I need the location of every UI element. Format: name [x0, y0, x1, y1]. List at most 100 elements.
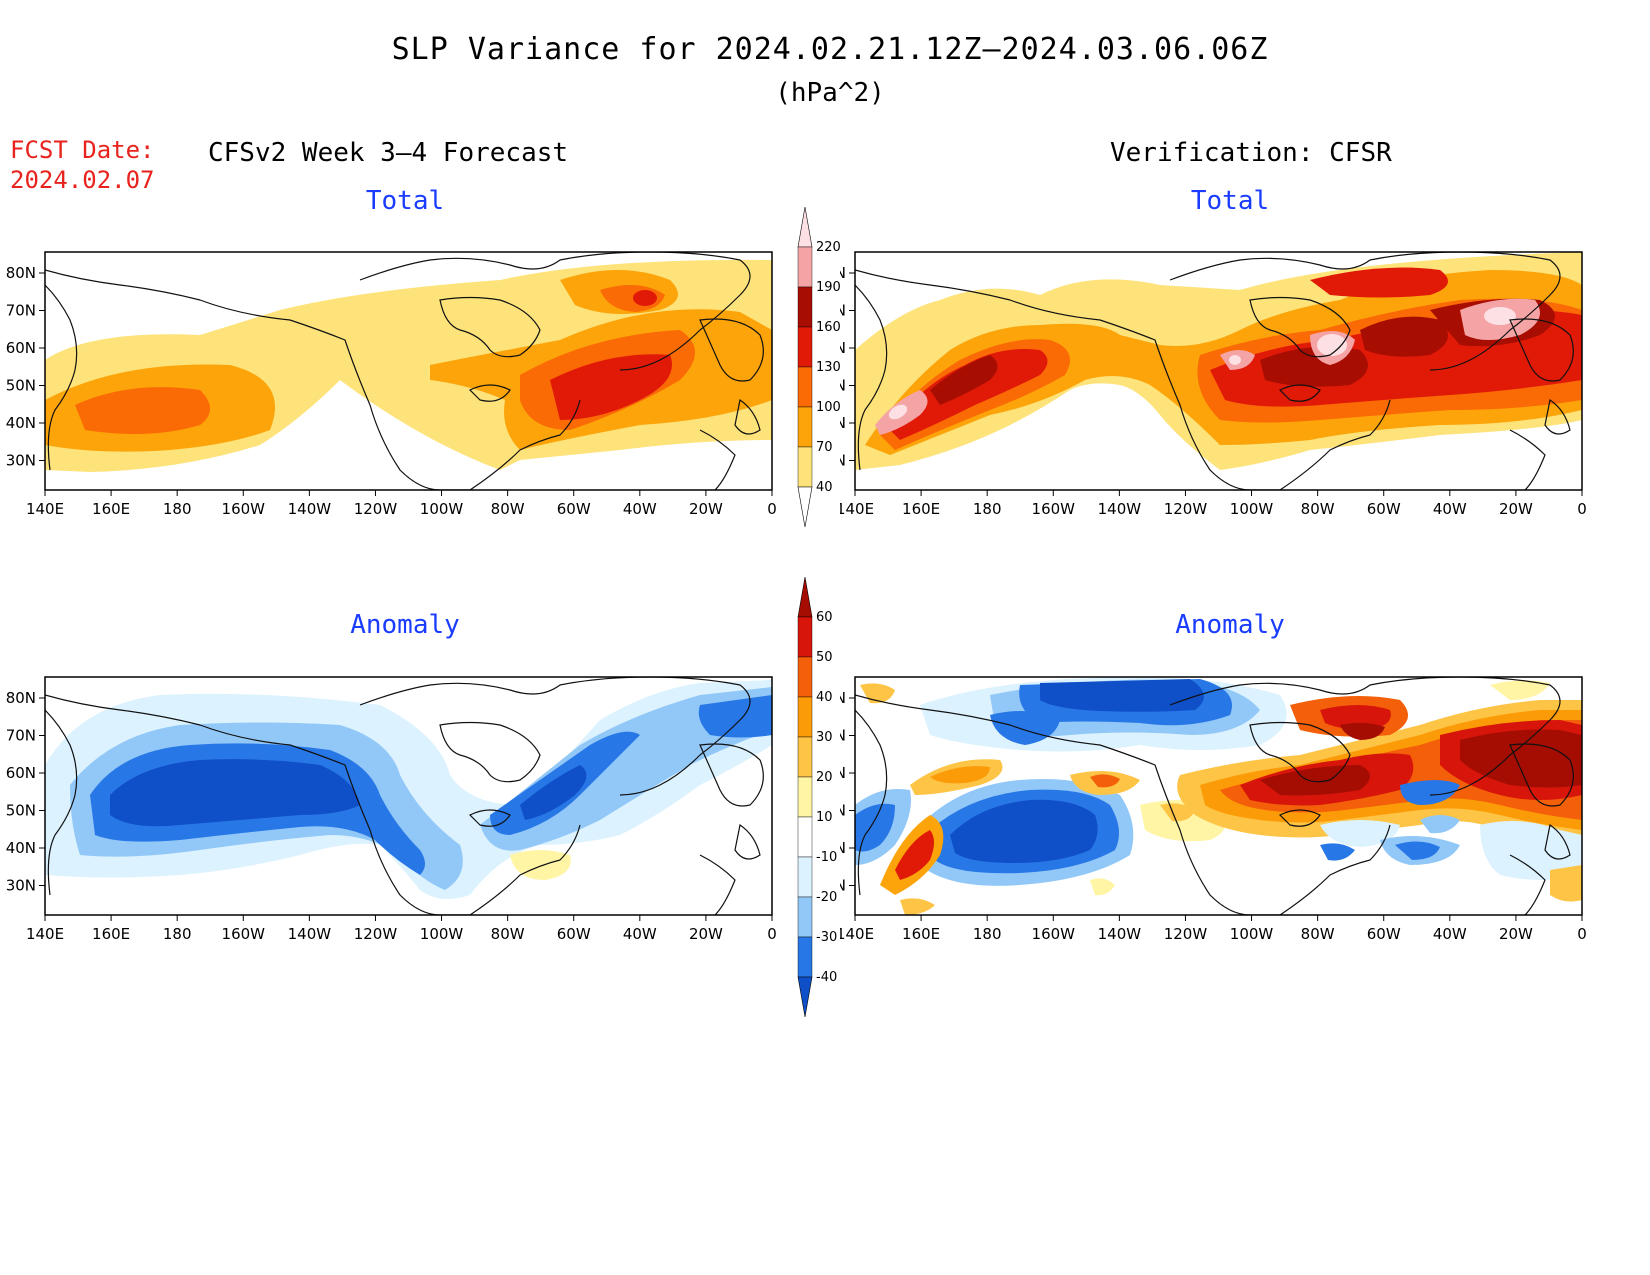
fcst-total-subtitle: Total	[365, 186, 445, 216]
fcst-anom-lat-label: 30N	[6, 877, 36, 895]
total-colorbar-segment	[797, 366, 813, 408]
fcst-anom-lon-label: 120W	[354, 925, 398, 943]
ver-anom-lon-label: 80W	[1301, 925, 1335, 943]
fcst-date-label: FCST Date:	[10, 136, 155, 164]
total-colorbar-label: 160	[816, 320, 841, 335]
ver-anom-lon-label: 40W	[1433, 925, 1467, 943]
anomaly-colorbar-segment	[797, 656, 813, 698]
fcst-total-lat-label: 70N	[6, 302, 36, 320]
anomaly-colorbar-label: 10	[816, 810, 833, 825]
fcst-date-value: 2024.02.07	[10, 166, 155, 194]
ver-total-lat-label: 60N	[840, 339, 846, 357]
fcst-total-lon-label: 0	[767, 500, 777, 518]
ver-total-lon-label: 40W	[1433, 500, 1467, 518]
fcst-anom-lat-label: 50N	[6, 802, 36, 820]
anomaly-colorbar-label: -20	[816, 890, 837, 905]
fcst-total-lon-label: 160E	[92, 500, 130, 518]
fcst-total-lat-label: 50N	[6, 377, 36, 395]
total-colorbar-label: 220	[816, 240, 841, 255]
fcst-anom-lon-label: 140W	[288, 925, 332, 943]
fcst-anom-lat-label: 80N	[6, 689, 36, 707]
ver-anom-lon-label: 140E	[840, 925, 874, 943]
ver-total-lon-label: 180	[973, 500, 1002, 518]
fcst-total-lon-label: 80W	[491, 500, 525, 518]
fcst-total-lat-label: 30N	[6, 452, 36, 470]
anomaly-colorbar-segment	[797, 696, 813, 738]
ver-total-lon-label: 160E	[902, 500, 940, 518]
anomaly-colorbar-top-triangle	[797, 576, 813, 618]
ver-anom-lat-label: 70N	[840, 727, 846, 745]
total-colorbar-segment	[797, 286, 813, 328]
anomaly-colorbar-segment	[797, 616, 813, 658]
fcst-anom-lon-label: 0	[767, 925, 777, 943]
ver-total-lat-label: 80N	[840, 264, 846, 282]
units-label: (hPa^2)	[775, 78, 885, 108]
ver-anom-map: 140E 160E 180 160W 140W 120W 100W 80W 60W 40W 20W 0…	[840, 676, 1587, 943]
forecast-header: CFSv2 Week 3–4 Forecast	[208, 138, 569, 168]
fcst-total-lat-label: 40N	[6, 414, 36, 432]
fcst-anom-map: 140E 160E 180 160W 140W 120W 100W 80W 60W 40W 20W 0…	[6, 676, 777, 943]
fcst-total-map: 140E 160E 180 160W 140W 120W 100W 80W 60W 40W 20W 0…	[6, 251, 777, 518]
total-colorbar-segment	[797, 246, 813, 288]
verification-header: Verification: CFSR	[1110, 138, 1392, 168]
total-colorbar-segment	[797, 406, 813, 448]
fcst-anom-lat-label: 60N	[6, 764, 36, 782]
total-colorbar-segment	[797, 326, 813, 368]
fcst-total-lon-label: 160W	[222, 500, 266, 518]
fcst-total-field	[45, 259, 772, 472]
ver-anom-field	[855, 677, 1582, 915]
ver-total-lon-label: 140E	[840, 500, 874, 518]
ver-total-lon-label: 0	[1577, 500, 1587, 518]
ver-total-lat-label: 50N	[840, 377, 846, 395]
ver-total-lon-label: 20W	[1499, 500, 1533, 518]
ver-total-lon-label: 160W	[1032, 500, 1076, 518]
anomaly-colorbar-label: -30	[816, 930, 837, 945]
anomaly-colorbar-segment	[797, 936, 813, 978]
fcst-total-lon-label: 100W	[420, 500, 464, 518]
ver-total-lon-label: 120W	[1164, 500, 1208, 518]
fcst-anom-subtitle: Anomaly	[350, 610, 460, 640]
ver-anom-lon-label: 160W	[1032, 925, 1076, 943]
fcst-anom-lat-label: 70N	[6, 727, 36, 745]
ver-total-lon-label: 140W	[1098, 500, 1142, 518]
fcst-total-lon-label: 120W	[354, 500, 398, 518]
ver-anom-lat-label: 80N	[840, 689, 846, 707]
ver-anom-lon-label: 120W	[1164, 925, 1208, 943]
ver-total-lon-label: 60W	[1367, 500, 1401, 518]
ver-total-lat-label: 40N	[840, 414, 846, 432]
ver-total-lat-label: 30N	[840, 452, 846, 470]
fcst-anom-lon-label: 160W	[222, 925, 266, 943]
anomaly-colorbar-bottom-triangle	[797, 976, 813, 1018]
anomaly-colorbar-segment	[797, 816, 813, 858]
anomaly-colorbar-segment	[797, 856, 813, 898]
fcst-total-lat-label: 60N	[6, 339, 36, 357]
anomaly-colorbar-label: 60	[816, 610, 833, 625]
fcst-anom-lon-label: 20W	[689, 925, 723, 943]
anomaly-colorbar-segment	[797, 896, 813, 938]
total-colorbar-segment	[797, 446, 813, 488]
fcst-anom-lon-label: 180	[163, 925, 192, 943]
fcst-anom-lon-label: 160E	[92, 925, 130, 943]
ver-anom-lon-label: 160E	[902, 925, 940, 943]
total-colorbar-label: 190	[816, 280, 841, 295]
ver-total-field	[855, 252, 1582, 470]
fcst-anom-lon-label: 80W	[491, 925, 525, 943]
anomaly-colorbar-label: -10	[816, 850, 837, 865]
anomaly-colorbar-label: 20	[816, 770, 833, 785]
fcst-anom-lat-label: 40N	[6, 839, 36, 857]
ver-anom-lon-label: 0	[1577, 925, 1587, 943]
ver-total-map: 140E 160E 180 160W 140W 120W 100W 80W 60W 40W 20W 0…	[840, 251, 1587, 518]
fcst-anom-lon-label: 40W	[623, 925, 657, 943]
ver-anom-lat-label: 50N	[840, 802, 846, 820]
total-colorbar-bottom-triangle	[797, 486, 813, 528]
fcst-anom-lon-label: 60W	[557, 925, 591, 943]
fcst-total-lon-label: 20W	[689, 500, 723, 518]
ver-total-lon-label: 80W	[1301, 500, 1335, 518]
fcst-total-lon-label: 60W	[557, 500, 591, 518]
ver-anom-lon-label: 100W	[1230, 925, 1274, 943]
total-colorbar-top-triangle	[797, 206, 813, 248]
ver-anom-lon-label: 60W	[1367, 925, 1401, 943]
total-colorbar-label: 40	[816, 480, 833, 495]
figure-title: SLP Variance for 2024.02.21.12Z–2024.03.…	[391, 32, 1269, 67]
ver-total-lon-label: 100W	[1230, 500, 1274, 518]
